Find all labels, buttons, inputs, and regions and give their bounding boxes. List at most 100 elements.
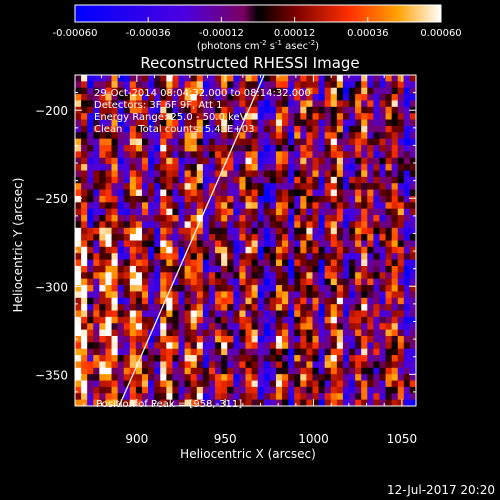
- heatmap-cell: [288, 87, 295, 95]
- heatmap-cell: [257, 183, 265, 191]
- heatmap-cell: [294, 272, 301, 280]
- heatmap-cell: [160, 113, 167, 121]
- heatmap-cell: [111, 367, 119, 375]
- heatmap-cell: [312, 291, 320, 299]
- heatmap-cell: [148, 240, 155, 248]
- heatmap-cell: [141, 81, 149, 89]
- heatmap-cell: [178, 100, 186, 108]
- heatmap-cell: [117, 208, 125, 216]
- heatmap-cell: [373, 316, 381, 324]
- heatmap-cell: [215, 202, 222, 210]
- heatmap-cell: [178, 94, 186, 102]
- heatmap-cell: [269, 323, 277, 331]
- heatmap-cell: [123, 157, 131, 165]
- heatmap-cell: [312, 87, 320, 95]
- heatmap-cell: [239, 323, 247, 331]
- heatmap-cell: [148, 119, 155, 127]
- heatmap-cell: [75, 348, 82, 356]
- heatmap-cell: [269, 208, 277, 216]
- heatmap-cell: [196, 355, 204, 363]
- heatmap-cell: [123, 100, 131, 108]
- heatmap-cell: [208, 100, 216, 108]
- heatmap-cell: [257, 119, 265, 127]
- heatmap-cell: [306, 189, 314, 197]
- heatmap-cell: [342, 234, 350, 242]
- heatmap-cell: [81, 348, 88, 356]
- heatmap-cell: [367, 183, 374, 191]
- heatmap-cell: [221, 183, 228, 191]
- heatmap-cell: [330, 202, 338, 210]
- heatmap-cell: [288, 380, 295, 388]
- heatmap-cell: [154, 227, 161, 235]
- heatmap-cell: [330, 125, 338, 133]
- heatmap-cell: [349, 138, 356, 146]
- heatmap-cell: [129, 202, 137, 210]
- heatmap-cell: [129, 329, 137, 337]
- heatmap-cell: [123, 208, 131, 216]
- heatmap-cell: [300, 106, 307, 114]
- heatmap-cell: [196, 297, 204, 305]
- heatmap-cell: [397, 145, 405, 152]
- heatmap-cell: [306, 100, 314, 108]
- heatmap-cell: [361, 246, 368, 254]
- heatmap-cell: [318, 119, 326, 127]
- heatmap-cell: [196, 138, 204, 146]
- heatmap-cell: [263, 342, 271, 350]
- heatmap-cell: [141, 94, 149, 102]
- heatmap-cell: [239, 113, 247, 121]
- heatmap-cell: [184, 227, 192, 235]
- heatmap-cell: [269, 335, 277, 343]
- heatmap-cell: [184, 215, 192, 223]
- heatmap-cell: [233, 367, 241, 375]
- heatmap-cell: [135, 265, 143, 273]
- heatmap-cell: [190, 100, 198, 108]
- heatmap-cell: [288, 278, 295, 286]
- heatmap-cell: [215, 195, 222, 203]
- heatmap-cell: [111, 87, 119, 95]
- heatmap-cell: [336, 278, 344, 286]
- heatmap-cell: [269, 119, 277, 127]
- heatmap-cell: [111, 94, 119, 102]
- heatmap-cell: [160, 304, 167, 312]
- heatmap-cell: [330, 393, 338, 401]
- heatmap-cell: [324, 195, 332, 203]
- heatmap-cell: [233, 329, 241, 337]
- heatmap-cell: [324, 125, 332, 133]
- heatmap-cell: [99, 335, 107, 343]
- heatmap-cell: [397, 215, 405, 223]
- heatmap-cell: [154, 329, 161, 337]
- heatmap-cell: [367, 157, 374, 165]
- heatmap-cell: [275, 138, 283, 146]
- heatmap-cell: [245, 189, 253, 197]
- heatmap-cell: [75, 195, 82, 203]
- heatmap-cell: [196, 100, 204, 108]
- heatmap-cell: [288, 272, 295, 280]
- heatmap-cell: [99, 183, 107, 191]
- heatmap-cell: [81, 393, 88, 401]
- heatmap-cell: [391, 316, 399, 324]
- heatmap-cell: [403, 367, 411, 375]
- heatmap-cell: [288, 202, 295, 210]
- heatmap-cell: [227, 367, 234, 375]
- heatmap-cell: [336, 380, 344, 388]
- heatmap-cell: [196, 285, 204, 293]
- heatmap-cell: [257, 157, 265, 165]
- heatmap-cell: [318, 87, 326, 95]
- heatmap-cell: [318, 176, 326, 184]
- heatmap-cell: [306, 170, 314, 178]
- heatmap-cell: [93, 304, 100, 312]
- heatmap-cell: [251, 113, 259, 121]
- heatmap-cell: [300, 157, 307, 165]
- heatmap-cell: [105, 189, 113, 197]
- heatmap-cell: [141, 164, 149, 172]
- heatmap-cell: [385, 380, 393, 388]
- heatmap-cell: [221, 323, 228, 331]
- heatmap-cell: [178, 183, 186, 191]
- heatmap-cell: [373, 170, 381, 178]
- heatmap-cell: [166, 170, 174, 178]
- heatmap-cell: [93, 285, 100, 293]
- heatmap-cell: [257, 393, 265, 401]
- heatmap-cell: [208, 380, 216, 388]
- heatmap-cell: [288, 94, 295, 102]
- heatmap-cell: [403, 393, 411, 401]
